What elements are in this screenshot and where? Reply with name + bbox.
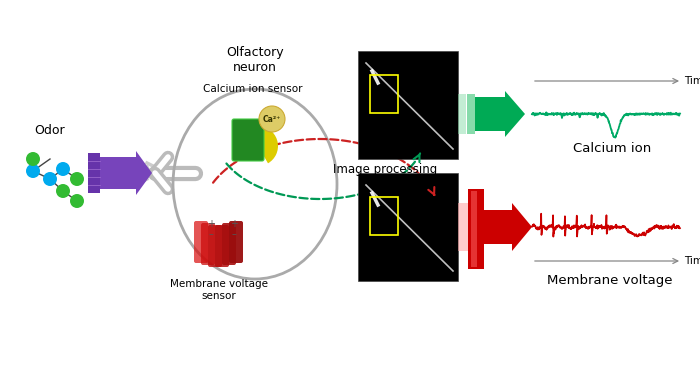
Text: Olfactory
neuron: Olfactory neuron — [226, 46, 284, 74]
Text: Calcium ion: Calcium ion — [573, 142, 651, 155]
Circle shape — [70, 172, 84, 186]
Text: Membrane voltage
sensor: Membrane voltage sensor — [170, 279, 268, 301]
Bar — [471, 191, 477, 267]
Text: Time: Time — [684, 256, 700, 266]
Circle shape — [70, 194, 84, 208]
Text: –: – — [232, 229, 237, 239]
Circle shape — [43, 172, 57, 186]
FancyBboxPatch shape — [194, 221, 208, 263]
Text: Odor: Odor — [35, 124, 65, 137]
Circle shape — [56, 162, 70, 176]
Circle shape — [56, 184, 70, 198]
Bar — [468, 189, 484, 269]
Bar — [358, 173, 458, 281]
FancyBboxPatch shape — [232, 119, 264, 161]
Text: Ca²⁺: Ca²⁺ — [263, 114, 281, 123]
Bar — [370, 75, 398, 113]
Circle shape — [259, 106, 285, 132]
Text: –: – — [209, 229, 214, 239]
FancyBboxPatch shape — [229, 221, 243, 263]
FancyArrow shape — [484, 203, 532, 251]
FancyBboxPatch shape — [215, 225, 229, 267]
Text: Time: Time — [684, 76, 700, 86]
Text: Image processing: Image processing — [333, 163, 437, 176]
Bar — [467, 94, 475, 134]
Circle shape — [26, 152, 40, 166]
Bar — [458, 203, 468, 251]
FancyArrow shape — [475, 91, 525, 137]
FancyBboxPatch shape — [208, 225, 222, 267]
Circle shape — [26, 164, 40, 178]
Bar — [358, 51, 458, 159]
Text: Membrane voltage: Membrane voltage — [547, 274, 673, 287]
FancyArrow shape — [100, 151, 152, 195]
Bar — [88, 153, 100, 193]
Text: +: + — [230, 219, 238, 229]
Bar — [370, 197, 398, 235]
Text: +: + — [207, 219, 215, 229]
FancyBboxPatch shape — [222, 223, 236, 265]
Wedge shape — [258, 126, 278, 163]
Bar — [458, 94, 466, 134]
Text: Calcium ion sensor: Calcium ion sensor — [203, 84, 302, 94]
FancyBboxPatch shape — [201, 223, 215, 265]
